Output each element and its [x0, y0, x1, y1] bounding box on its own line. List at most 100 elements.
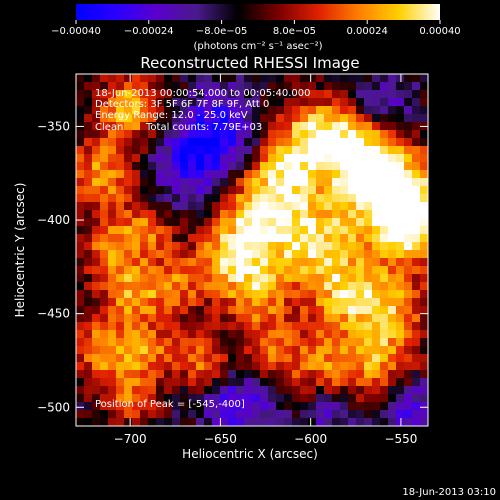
heatmap-cell [244, 74, 253, 83]
heatmap-cell [284, 274, 293, 283]
heatmap-cell [268, 114, 277, 123]
heatmap-cell [324, 114, 333, 123]
heatmap-cell [252, 122, 261, 131]
heatmap-cell [108, 290, 117, 299]
heatmap-cell [228, 210, 237, 219]
heatmap-cell [260, 386, 269, 395]
heatmap-cell [276, 386, 285, 395]
heatmap-cell [348, 290, 357, 299]
heatmap-cell [76, 98, 85, 107]
heatmap-cell [244, 322, 253, 331]
heatmap-cell [340, 146, 349, 155]
heatmap-cell [92, 386, 101, 395]
heatmap-cell [380, 122, 389, 131]
heatmap-cell [84, 410, 93, 419]
heatmap-cell [412, 378, 421, 387]
heatmap-cell [220, 322, 229, 331]
heatmap-cell [404, 314, 413, 323]
heatmap-cell [364, 346, 373, 355]
heatmap-cell [300, 234, 309, 243]
heatmap-cell [116, 130, 125, 139]
heatmap-cell [276, 226, 285, 235]
heatmap-cell [292, 218, 301, 227]
heatmap-cell [188, 362, 197, 371]
heatmap-cell [172, 130, 181, 139]
heatmap-cell [188, 162, 197, 171]
heatmap-cell [196, 146, 205, 155]
heatmap-cell [108, 138, 117, 147]
heatmap-cell [212, 146, 221, 155]
heatmap-cell [404, 218, 413, 227]
heatmap-cell [332, 210, 341, 219]
heatmap-cell [340, 346, 349, 355]
heatmap-cell [404, 242, 413, 251]
heatmap-cell [308, 306, 317, 315]
heatmap-cell [308, 186, 317, 195]
heatmap-cell [188, 234, 197, 243]
heatmap-cell [300, 218, 309, 227]
heatmap-cell [212, 410, 221, 419]
heatmap-cell [132, 394, 141, 403]
heatmap-cell [292, 282, 301, 291]
heatmap-cell [132, 402, 141, 411]
heatmap-cell [252, 410, 261, 419]
heatmap-cell [148, 106, 157, 115]
heatmap-cell [196, 234, 205, 243]
heatmap-cell [124, 226, 133, 235]
heatmap-cell [76, 146, 85, 155]
heatmap-cell [388, 226, 397, 235]
heatmap-cell [156, 410, 165, 419]
heatmap-cell [148, 346, 157, 355]
heatmap-cell [84, 106, 93, 115]
heatmap-cell [228, 186, 237, 195]
heatmap-cell [212, 402, 221, 411]
heatmap-cell [76, 298, 85, 307]
heatmap-cell [332, 202, 341, 211]
heatmap-cell [260, 242, 269, 251]
heatmap-cell [148, 74, 157, 83]
heatmap-cell [388, 90, 397, 99]
heatmap-cell [420, 338, 429, 347]
heatmap-cell [308, 386, 317, 395]
heatmap-cell [228, 362, 237, 371]
heatmap-cell [116, 234, 125, 243]
heatmap-cell [100, 202, 109, 211]
heatmap-cell [220, 274, 229, 283]
heatmap-cell [212, 130, 221, 139]
heatmap-cell [156, 162, 165, 171]
heatmap-cell [116, 82, 125, 91]
heatmap-cell [268, 218, 277, 227]
heatmap-cell [332, 282, 341, 291]
heatmap-cell [76, 362, 85, 371]
heatmap-cell [292, 306, 301, 315]
heatmap-cell [292, 178, 301, 187]
heatmap-cell [188, 338, 197, 347]
heatmap-cell [396, 362, 405, 371]
heatmap-cell [284, 90, 293, 99]
heatmap-cell [276, 354, 285, 363]
heatmap-cell [340, 410, 349, 419]
heatmap-cell [228, 394, 237, 403]
heatmap-cell [156, 186, 165, 195]
colorbar-tick-label: 0.00040 [419, 26, 460, 37]
heatmap-cell [332, 394, 341, 403]
heatmap-cell [124, 282, 133, 291]
heatmap-cell [268, 394, 277, 403]
heatmap-cell [228, 290, 237, 299]
heatmap-cell [124, 330, 133, 339]
heatmap-cell [124, 274, 133, 283]
heatmap-cell [380, 154, 389, 163]
heatmap-cell [188, 242, 197, 251]
heatmap-cell [204, 282, 213, 291]
annotation-peak-position: Position of Peak = [-545,-400] [95, 399, 245, 410]
heatmap-cell [356, 218, 365, 227]
heatmap-cell [404, 170, 413, 179]
heatmap-cell [284, 138, 293, 147]
heatmap-cell [188, 306, 197, 315]
heatmap-cell [228, 178, 237, 187]
heatmap-cell [364, 146, 373, 155]
heatmap-cell [284, 258, 293, 267]
heatmap-cell [364, 114, 373, 123]
heatmap-cell [332, 362, 341, 371]
heatmap-cell [340, 290, 349, 299]
